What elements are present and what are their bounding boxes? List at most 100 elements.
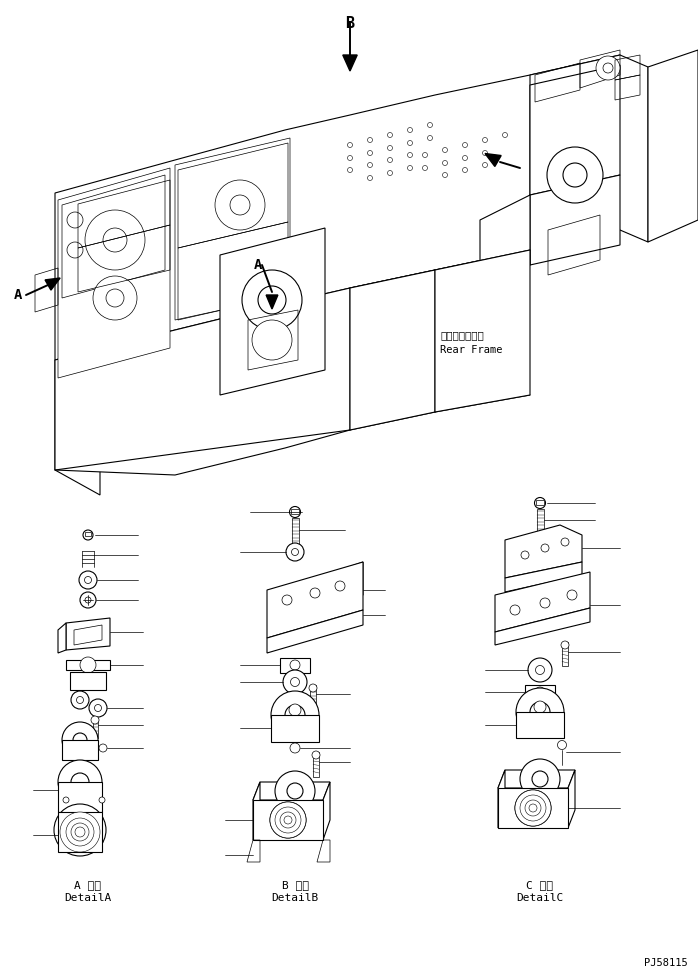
Circle shape [85, 210, 145, 270]
Bar [280, 658, 310, 673]
Circle shape [75, 827, 85, 837]
Circle shape [271, 691, 319, 739]
Circle shape [91, 716, 99, 724]
Circle shape [71, 691, 89, 709]
Polygon shape [498, 788, 568, 828]
Polygon shape [267, 610, 363, 653]
Circle shape [348, 155, 352, 160]
Circle shape [387, 157, 392, 162]
Polygon shape [58, 168, 170, 378]
Circle shape [443, 160, 447, 165]
Circle shape [83, 530, 93, 540]
Circle shape [387, 133, 392, 138]
Circle shape [242, 270, 302, 330]
Circle shape [67, 212, 83, 228]
Text: B 詳細: B 詳細 [281, 880, 309, 890]
Polygon shape [350, 270, 435, 430]
Text: A: A [14, 288, 22, 302]
Bar [85, 532, 91, 536]
Polygon shape [58, 623, 66, 653]
Polygon shape [66, 618, 110, 650]
Bar [562, 642, 568, 666]
Circle shape [463, 155, 468, 160]
Circle shape [312, 751, 320, 759]
Polygon shape [271, 715, 319, 742]
Circle shape [58, 760, 102, 804]
Circle shape [561, 538, 569, 546]
Circle shape [408, 128, 413, 133]
Circle shape [270, 802, 306, 838]
Circle shape [77, 697, 84, 703]
Circle shape [285, 705, 305, 725]
Circle shape [258, 286, 286, 314]
Circle shape [603, 63, 613, 73]
Bar [310, 685, 316, 707]
Circle shape [99, 797, 105, 803]
Circle shape [427, 122, 433, 128]
Circle shape [528, 658, 552, 682]
Polygon shape [55, 55, 620, 360]
Circle shape [66, 818, 94, 846]
Bar [66, 660, 110, 670]
Circle shape [521, 551, 529, 559]
Circle shape [482, 138, 487, 143]
Circle shape [80, 657, 96, 673]
Circle shape [63, 797, 69, 803]
Bar [58, 812, 102, 852]
Text: リヤーフレーム
Rear Frame: リヤーフレーム Rear Frame [440, 330, 503, 355]
Circle shape [515, 790, 551, 826]
Text: DetailB: DetailB [272, 893, 318, 903]
Circle shape [93, 276, 137, 320]
Bar [537, 509, 544, 537]
Polygon shape [62, 740, 98, 760]
Polygon shape [55, 360, 100, 495]
Polygon shape [530, 175, 620, 265]
Circle shape [80, 592, 96, 608]
Polygon shape [253, 800, 323, 840]
Circle shape [346, 571, 354, 579]
Circle shape [561, 641, 569, 649]
Polygon shape [325, 562, 363, 608]
Circle shape [290, 743, 300, 753]
Bar [93, 718, 98, 738]
Circle shape [563, 163, 587, 187]
Circle shape [443, 148, 447, 152]
Circle shape [94, 704, 101, 711]
Text: A 詳細: A 詳細 [75, 880, 101, 890]
Circle shape [287, 783, 303, 799]
Circle shape [79, 571, 97, 589]
Circle shape [510, 605, 520, 615]
Text: PJ58115: PJ58115 [644, 958, 688, 968]
Polygon shape [45, 278, 60, 290]
Polygon shape [530, 55, 648, 250]
Circle shape [408, 141, 413, 146]
Circle shape [520, 759, 560, 799]
Polygon shape [498, 770, 505, 828]
Circle shape [215, 180, 265, 230]
Circle shape [530, 702, 550, 722]
Circle shape [71, 773, 89, 791]
Circle shape [515, 790, 551, 826]
Bar [70, 672, 106, 690]
Circle shape [541, 544, 549, 552]
Circle shape [368, 150, 373, 155]
Bar [292, 518, 299, 546]
Polygon shape [648, 50, 698, 242]
Circle shape [368, 176, 373, 181]
Polygon shape [480, 195, 530, 290]
Polygon shape [323, 782, 330, 840]
Circle shape [73, 733, 87, 747]
Circle shape [427, 136, 433, 141]
Circle shape [482, 162, 487, 167]
Circle shape [230, 195, 250, 215]
Polygon shape [55, 288, 350, 475]
Circle shape [84, 576, 91, 583]
Polygon shape [253, 782, 330, 800]
Bar [525, 685, 555, 699]
Circle shape [422, 152, 427, 157]
Circle shape [286, 543, 304, 561]
Circle shape [89, 699, 107, 717]
Circle shape [331, 576, 339, 584]
Polygon shape [505, 562, 582, 592]
Circle shape [289, 704, 301, 716]
